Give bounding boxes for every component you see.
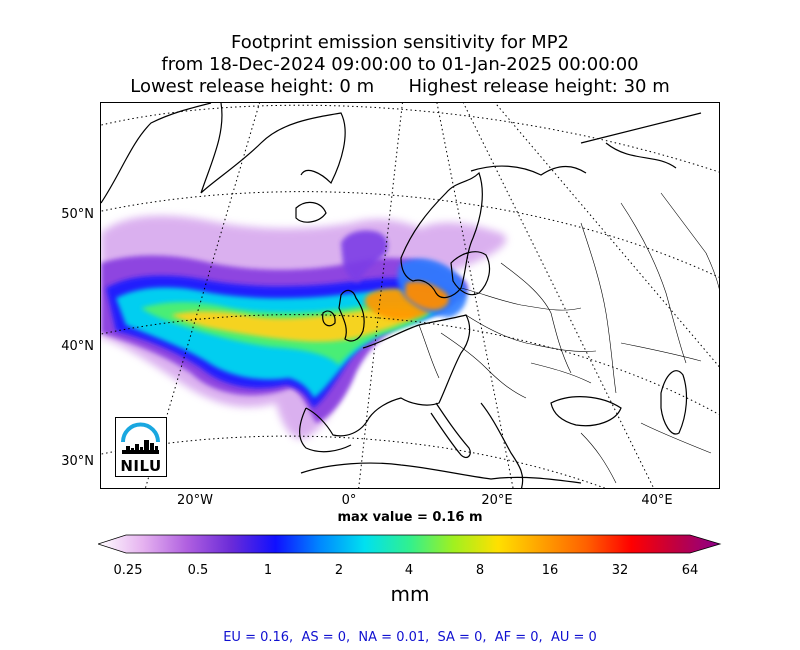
italy-coast (430, 402, 471, 459)
colorbar-tick-1: 0.25 (113, 563, 143, 578)
lat-label-30n: 30°N (61, 454, 94, 469)
title-line-3: Lowest release height: 0 m Highest relea… (130, 76, 670, 97)
plume-scandinavia-core (405, 281, 449, 310)
colorbar-gradient (98, 534, 722, 554)
country-borders (418, 192, 719, 484)
parallel-60n (101, 104, 719, 173)
kola-coast (470, 165, 587, 176)
colorbar-tick-2: 0.5 (187, 563, 209, 578)
nilu-logo-graphic (121, 422, 160, 454)
lon-label-20e: 20°E (481, 493, 513, 508)
lon-label-20w: 20°W (177, 493, 213, 508)
iberia-coast (299, 407, 352, 453)
caspian-sea (660, 370, 688, 435)
map-panel (100, 102, 720, 489)
lat-label-40n: 40°N (61, 339, 94, 354)
greenland-coast (101, 103, 346, 204)
colorbar-tick-8: 32 (611, 563, 629, 578)
balkans-coast (480, 402, 524, 488)
footprint-plume (101, 215, 507, 439)
colorbar-tick-4: 2 (334, 563, 344, 578)
meridian-20e (436, 103, 514, 488)
meridian-0 (358, 103, 403, 488)
nilu-logo: NILU (115, 417, 167, 477)
meridian-60e (494, 103, 719, 368)
lon-label-40e: 40°E (641, 493, 673, 508)
scandinavia-coast (400, 171, 483, 299)
iceland-coast (295, 201, 327, 223)
colorbar-unit-label: mm (390, 582, 430, 606)
plume-yellow-layer (171, 309, 416, 342)
meridian-40e (462, 103, 655, 488)
lon-label-0: 0° (341, 493, 357, 508)
north-africa-coast (300, 462, 582, 484)
baltic-sea (450, 251, 491, 296)
lat-label-50n: 50°N (61, 207, 94, 222)
colorbar-tick-6: 8 (475, 563, 485, 578)
title-line-1: Footprint emission sensitivity for MP2 (230, 32, 569, 53)
plume-northern-loop (341, 230, 388, 283)
continent-coast (305, 314, 471, 437)
region-summary: EU = 0.16, AS = 0, NA = 0.01, SA = 0, AF… (223, 630, 597, 645)
colorbar-tick-5: 4 (404, 563, 414, 578)
nilu-logo-text: NILU (120, 457, 162, 475)
title-line-2: from 18-Dec-2024 09:00:00 to 01-Jan-2025… (161, 54, 639, 75)
arctic-coast (580, 112, 702, 169)
colorbar-tick-3: 1 (263, 563, 273, 578)
british-isles (322, 289, 365, 342)
parallel-30n (101, 435, 606, 488)
colorbar-tick-9: 64 (681, 563, 699, 578)
black-sea (550, 396, 622, 427)
footprint-map (101, 103, 719, 488)
coastlines (101, 103, 702, 488)
max-value-label: max value = 0.16 m (337, 510, 483, 525)
colorbar-tick-7: 16 (541, 563, 559, 578)
colorbar (98, 534, 722, 554)
